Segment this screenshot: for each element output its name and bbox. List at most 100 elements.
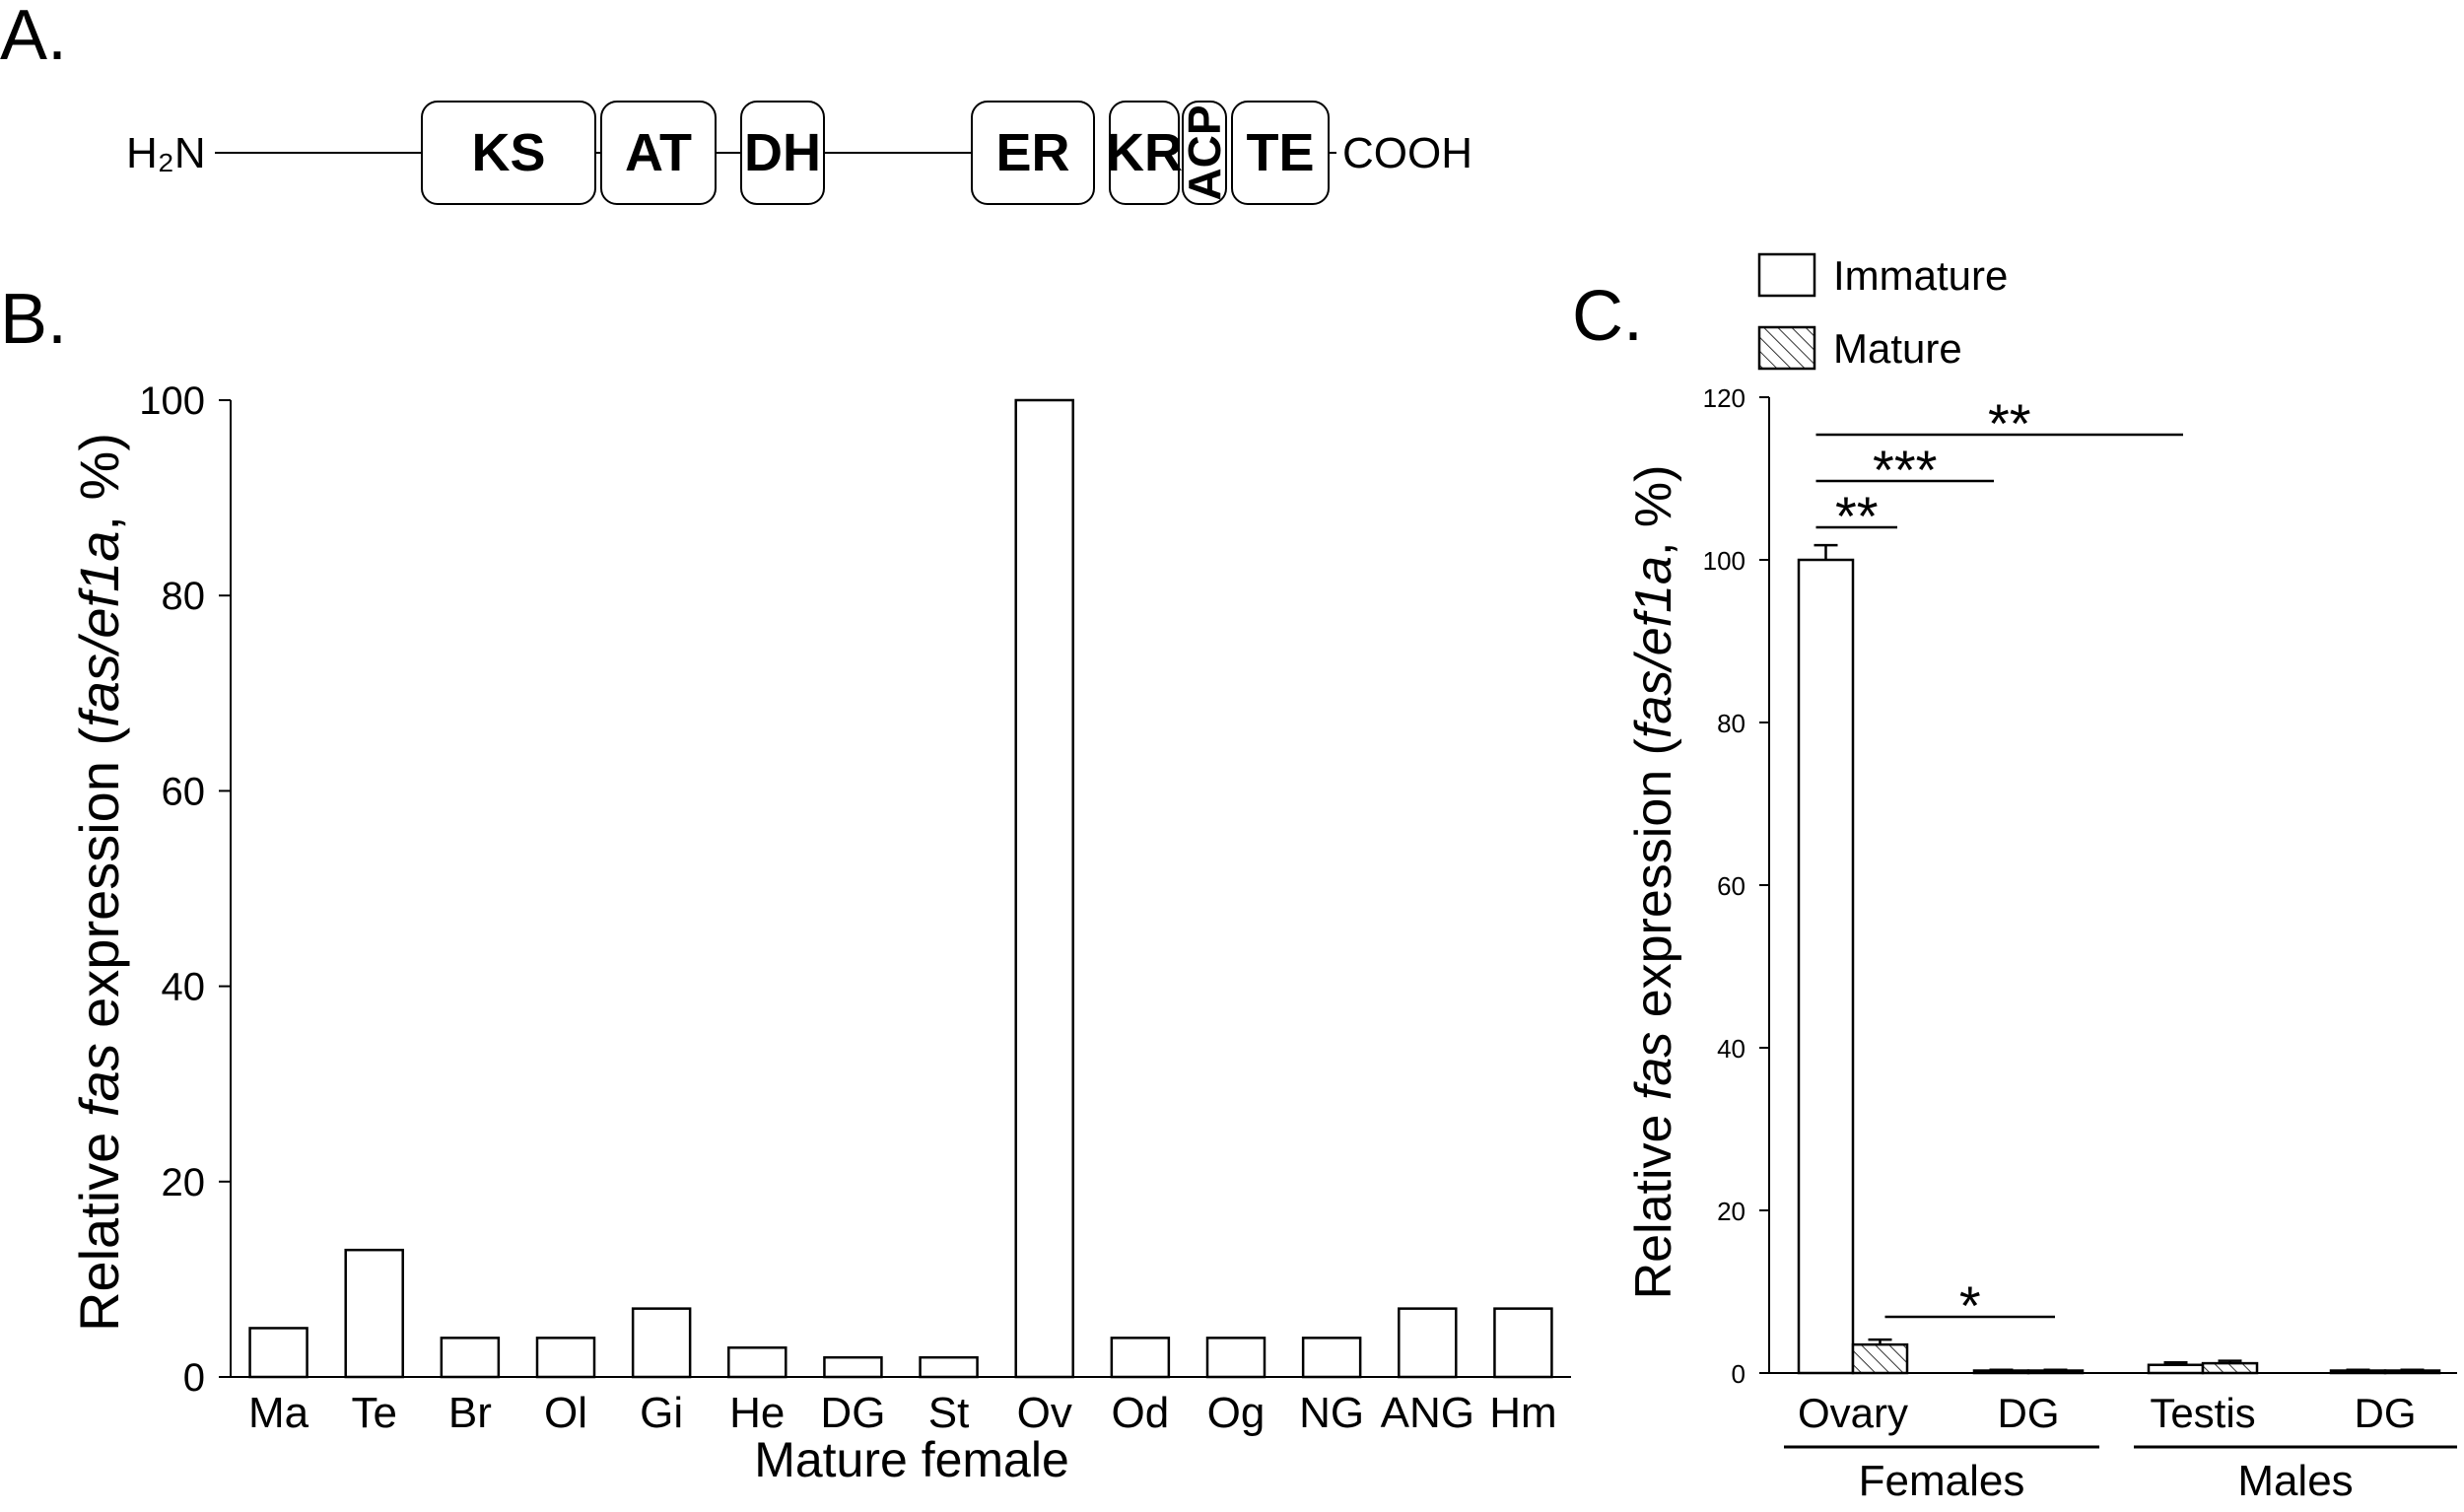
domain-box-dh — [740, 101, 825, 205]
bar-ovary-immature — [1797, 558, 1855, 1375]
domain-box-ks — [421, 101, 596, 205]
bar-br — [440, 1337, 501, 1379]
panel-b-y-axis-label: Relative fas expression (fas/ef1a, %) — [68, 433, 130, 1332]
bar-testis-immature — [2147, 1363, 2205, 1375]
panel-c-legend: Immature Mature — [1757, 252, 2008, 372]
domain-label-at: AT — [625, 123, 692, 182]
y-label-part: Relative — [68, 1117, 130, 1332]
group-label: Males — [2237, 1457, 2353, 1505]
domain-label-ks: KS — [471, 123, 545, 182]
x-tick-label: Ov — [1017, 1389, 1072, 1437]
bar-ovary-mature — [1851, 1342, 1909, 1375]
panel-b-bars: Ma Te Br Ol Gi He DG St Ov Od Og NG ANG Hm — [248, 398, 1557, 1437]
x-tick-label: NG — [1299, 1389, 1364, 1437]
bar-testis-mature — [2201, 1361, 2259, 1375]
bar-hm — [1493, 1307, 1553, 1379]
y-tick-label: 60 — [1717, 871, 1745, 901]
x-tick-label: Testis — [2150, 1390, 2255, 1436]
legend-swatch — [1757, 252, 1816, 298]
y-tick-label: 40 — [1717, 1034, 1745, 1064]
significance-stars: ** — [1835, 485, 1879, 547]
panel-b-axes: 0 20 40 60 80 100 — [139, 379, 1571, 1400]
bar-ma — [248, 1327, 308, 1379]
y-label-part: expression ( — [68, 726, 130, 1043]
y-label-part: , %) — [68, 433, 130, 531]
y-tick-label: 20 — [162, 1161, 206, 1204]
panel-c-axes: 0 20 40 60 80 100 120 — [1703, 383, 2457, 1389]
bar-gi — [631, 1307, 692, 1379]
bar-st — [919, 1355, 979, 1379]
y-label-part: fas — [1625, 1032, 1682, 1100]
group-label: Females — [1859, 1457, 2025, 1505]
x-tick-label: DG — [820, 1389, 885, 1437]
y-tick-label: 60 — [162, 770, 206, 813]
legend-swatch — [1757, 325, 1816, 371]
y-label-part: Relative — [1625, 1100, 1682, 1299]
x-tick-label: Br — [448, 1389, 492, 1437]
x-tick-label: Gi — [640, 1389, 683, 1437]
domain-box-kr — [1109, 101, 1180, 205]
y-label-part: expression ( — [1625, 737, 1682, 1031]
y-label-part: fas/ef1a — [68, 531, 130, 727]
domain-box-er — [971, 101, 1095, 205]
y-label-part: , %) — [1625, 465, 1682, 556]
legend-label: Mature — [1833, 325, 1962, 372]
y-label-part: fas/ef1a — [1625, 556, 1682, 738]
x-tick-label: Og — [1207, 1389, 1266, 1437]
panel-a-label: A. — [0, 0, 67, 75]
panel-b-x-axis-label: Mature female — [754, 1432, 1069, 1487]
y-tick-label: 0 — [183, 1356, 205, 1400]
panel-c-bars: Ovary DG Testis DG Females Males — [1784, 543, 2457, 1505]
bar-ang — [1398, 1307, 1458, 1379]
domain-box-at — [600, 101, 717, 205]
c-terminus-label: COOH — [1342, 129, 1472, 177]
bar-ng — [1301, 1337, 1362, 1379]
y-tick-label: 100 — [139, 379, 205, 423]
panel-c-y-axis-label: Relative fas expression (fas/ef1a, %) — [1625, 465, 1682, 1300]
x-tick-label: He — [729, 1389, 785, 1437]
legend-label: Immature — [1833, 252, 2008, 299]
domain-box-acp — [1182, 101, 1227, 205]
y-label-part: fas — [68, 1043, 130, 1117]
y-tick-label: 20 — [1717, 1197, 1745, 1226]
panel-b-tissue-chart: B. Relative fas expression (fas/ef1a, %)… — [0, 280, 1571, 1487]
domain-label-er: ER — [995, 123, 1069, 182]
domain-label-kr: KR — [1106, 123, 1183, 182]
bar-ol — [535, 1337, 596, 1379]
panel-c-label: C. — [1572, 277, 1643, 356]
x-tick-label: Te — [351, 1389, 396, 1437]
panel-b-label: B. — [0, 280, 67, 359]
x-tick-label: DG — [2355, 1390, 2417, 1436]
bar-te — [344, 1248, 404, 1379]
domain-label-acp: ACP — [1179, 104, 1230, 200]
x-tick-label: Ol — [544, 1389, 587, 1437]
n-terminus-label: H₂N — [126, 129, 206, 177]
y-tick-label: 80 — [162, 575, 206, 618]
x-tick-label: Ovary — [1798, 1390, 1908, 1436]
x-tick-label: Od — [1112, 1389, 1170, 1437]
y-tick-label: 40 — [162, 966, 206, 1009]
x-tick-label: Hm — [1489, 1389, 1556, 1437]
x-tick-label: Ma — [248, 1389, 309, 1437]
bar-he — [727, 1346, 787, 1379]
x-tick-label: ANG — [1381, 1389, 1474, 1437]
bar-od — [1110, 1337, 1171, 1379]
bar-og — [1205, 1337, 1266, 1379]
y-tick-label: 100 — [1703, 546, 1745, 576]
bar-dg — [823, 1355, 883, 1379]
significance-stars: ** — [1988, 392, 2031, 454]
y-tick-label: 120 — [1703, 383, 1745, 413]
domain-label-dh: DH — [744, 123, 821, 182]
x-tick-label: St — [928, 1389, 970, 1437]
panel-c-significance: ******** — [1815, 392, 2183, 1337]
domain-box-te — [1231, 101, 1330, 205]
y-tick-label: 80 — [1717, 709, 1745, 738]
significance-stars: * — [1959, 1274, 1981, 1337]
bar-ov — [1014, 398, 1074, 1379]
x-tick-label: DG — [1998, 1390, 2060, 1436]
significance-stars: *** — [1873, 439, 1937, 501]
domain-label-te: TE — [1246, 123, 1314, 182]
